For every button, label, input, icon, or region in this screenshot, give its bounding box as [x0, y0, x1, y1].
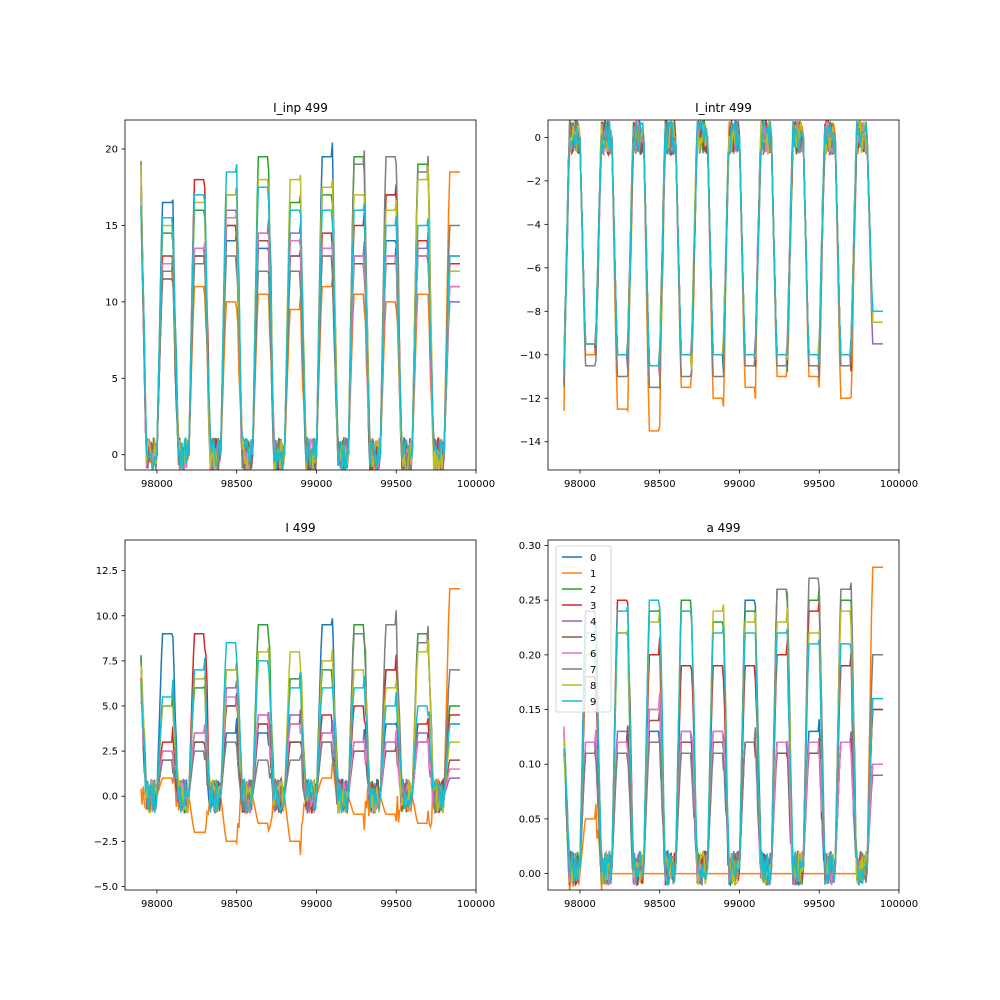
x-tick-label: 98000: [564, 479, 596, 490]
y-tick-label: 10.0: [96, 611, 118, 622]
axes-frame: [124, 539, 477, 891]
series-line-5: [140, 694, 460, 813]
legend-label: 0: [590, 553, 596, 564]
y-tick-label: 15: [105, 221, 118, 232]
x-tick-label: 100000: [880, 899, 918, 910]
y-tick-label: 0.30: [519, 541, 541, 552]
x-tick-label: 98000: [564, 899, 596, 910]
y-tick-label: 0.15: [519, 705, 541, 716]
subplot-1: 98000 98500 99000 99500 100000 −14 −12 −10 −8 −6 −…: [520, 101, 918, 490]
y-tick-label: 0: [535, 133, 541, 144]
y-tick-label: 5.0: [102, 701, 118, 712]
axes-frame: [547, 119, 900, 471]
legend-label: 9: [590, 697, 596, 708]
y-tick-label: 0.20: [519, 650, 541, 661]
subplot-title: I_inp 499: [273, 101, 328, 115]
y-tick-label: 12.5: [96, 566, 118, 577]
legend-label: 8: [590, 681, 596, 692]
y-tick-label: −8: [526, 307, 541, 318]
x-tick-label: 100000: [457, 899, 495, 910]
subplot-title: a 499: [706, 521, 740, 535]
series-group: [140, 142, 460, 470]
series-group: [563, 120, 883, 432]
subplot-3: 98000 98500 99000 99500 100000 0.00 0.05 0.10 0.…: [519, 521, 918, 910]
x-tick-label: 99500: [380, 899, 412, 910]
y-tick-label: −12: [520, 394, 541, 405]
y-tick-label: 10: [105, 297, 118, 308]
x-tick-label: 99500: [803, 899, 835, 910]
y-tick-label: 0.00: [519, 869, 541, 880]
y-tick-label: 5: [112, 374, 118, 385]
subplot-2: 98000 98500 99000 99500 100000 −5.0 −2.5 0.0 2.5…: [94, 521, 495, 910]
legend-frame: [555, 545, 612, 713]
x-tick-label: 98000: [141, 479, 173, 490]
axes-frame: [124, 119, 477, 471]
axes-frame: [547, 539, 900, 891]
x-tick-label: 98500: [644, 479, 676, 490]
series-line-9: [563, 120, 883, 371]
subplot-title: I 499: [285, 521, 315, 535]
legend-label: 1: [590, 569, 596, 580]
legend: 0 1 2 3 4 5 6 7 8 9: [555, 545, 612, 713]
y-tick-label: 0.0: [102, 792, 118, 803]
legend-label: 4: [590, 617, 596, 628]
series-line-6: [140, 686, 460, 815]
x-tick-label: 100000: [880, 479, 918, 490]
x-tick-label: 100000: [457, 479, 495, 490]
series-line-9: [563, 599, 883, 886]
legend-label: 2: [590, 585, 596, 596]
legend-label: 3: [590, 601, 596, 612]
series-line-9: [140, 642, 460, 814]
y-tick-label: −10: [520, 350, 541, 361]
legend-label: 5: [590, 633, 596, 644]
y-tick-label: 0.10: [519, 760, 541, 771]
x-tick-label: 98500: [221, 899, 253, 910]
x-tick-label: 99000: [301, 479, 333, 490]
y-tick-label: 7.5: [102, 656, 118, 667]
y-tick-label: 0.05: [519, 814, 541, 825]
y-tick-label: 20: [105, 145, 118, 156]
y-tick-label: 0.25: [519, 596, 541, 607]
subplot-title: I_intr 499: [695, 101, 752, 115]
x-tick-label: 99500: [803, 479, 835, 490]
y-tick-label: 2.5: [102, 747, 118, 758]
x-tick-label: 99000: [724, 479, 756, 490]
series-line-9: [140, 163, 460, 470]
y-tick-label: −14: [520, 437, 541, 448]
y-tick-label: −4: [526, 220, 541, 231]
x-tick-label: 99500: [380, 479, 412, 490]
series-line-7: [140, 150, 460, 470]
x-tick-label: 98500: [644, 899, 676, 910]
y-tick-label: 0: [112, 450, 118, 461]
subplot-0: 98000 98500 99000 99500 100000 0 5 10 15 20 I_inp …: [105, 101, 495, 490]
x-tick-label: 98500: [221, 479, 253, 490]
y-tick-label: −2: [526, 176, 541, 187]
x-tick-label: 99000: [724, 899, 756, 910]
series-group: [140, 587, 460, 856]
x-tick-label: 99000: [301, 899, 333, 910]
y-tick-label: −6: [526, 263, 541, 274]
x-tick-label: 98000: [141, 899, 173, 910]
legend-label: 7: [590, 665, 596, 676]
y-tick-label: −2.5: [94, 837, 118, 848]
y-tick-label: −5.0: [94, 882, 118, 893]
legend-label: 6: [590, 649, 596, 660]
series-group: [563, 566, 883, 890]
